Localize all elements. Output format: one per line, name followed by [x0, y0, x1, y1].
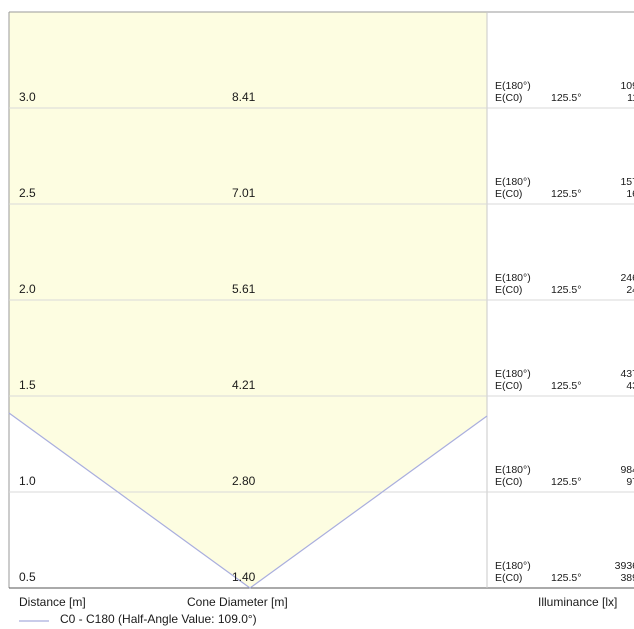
angle-value: 125.5° — [551, 92, 582, 104]
angle-value: 125.5° — [551, 476, 582, 488]
e180-illuminance-value: 984 — [620, 464, 634, 476]
e0-label: E(C0) — [495, 380, 523, 392]
distance-value: 1.5 — [19, 378, 36, 392]
cone-diameter-value: 7.01 — [232, 186, 256, 200]
angle-value: 125.5° — [551, 380, 582, 392]
distance-axis-label: Distance [m] — [19, 595, 86, 609]
angle-value: 125.5° — [551, 188, 582, 200]
e0-illuminance-value: 43 — [626, 380, 634, 392]
e180-illuminance-value: 157 — [620, 176, 634, 188]
e0-illuminance-value: 11 — [627, 92, 634, 104]
distance-value: 1.0 — [19, 474, 36, 488]
e180-label: E(180°) — [495, 176, 531, 188]
distance-value: 3.0 — [19, 90, 36, 104]
e180-label: E(180°) — [495, 464, 531, 476]
e180-label: E(180°) — [495, 272, 531, 284]
cone-diameter-value: 2.80 — [232, 474, 256, 488]
cone-edge-right — [249, 415, 488, 589]
e0-illuminance-value: 97 — [626, 476, 634, 488]
distance-value: 2.5 — [19, 186, 36, 200]
e0-illuminance-value: 24 — [626, 284, 634, 296]
e180-illuminance-value: 246 — [620, 272, 634, 284]
cone-diameter-value: 5.61 — [232, 282, 256, 296]
cone-edge-left — [8, 412, 251, 589]
distance-value: 2.0 — [19, 282, 36, 296]
grid — [8, 11, 634, 589]
e180-illuminance-value: 437 — [620, 368, 634, 380]
legend-label: C0 - C180 (Half-Angle Value: 109.0°) — [60, 612, 257, 626]
cone-diameter-value: 4.21 — [232, 378, 256, 392]
e180-label: E(180°) — [495, 560, 531, 572]
cone-diameter-value: 8.41 — [232, 90, 256, 104]
illuminance-axis-label: Illuminance [lx] — [538, 595, 618, 609]
e0-illuminance-value: 16 — [626, 188, 634, 200]
e0-label: E(C0) — [495, 476, 523, 488]
distance-value: 0.5 — [19, 570, 36, 584]
e0-illuminance-value: 389 — [620, 572, 634, 584]
e180-illuminance-value: 3936 — [614, 560, 634, 572]
e0-label: E(C0) — [495, 572, 523, 584]
angle-value: 125.5° — [551, 572, 582, 584]
cone-diameter-axis-label: Cone Diameter [m] — [187, 595, 288, 609]
e0-label: E(C0) — [495, 284, 523, 296]
e180-label: E(180°) — [495, 368, 531, 380]
cone-diameter-value: 1.40 — [232, 570, 256, 584]
angle-value: 125.5° — [551, 284, 582, 296]
e180-illuminance-value: 109 — [620, 80, 634, 92]
legend-line-icon — [19, 620, 49, 622]
e0-label: E(C0) — [495, 188, 523, 200]
e0-label: E(C0) — [495, 92, 523, 104]
e180-label: E(180°) — [495, 80, 531, 92]
